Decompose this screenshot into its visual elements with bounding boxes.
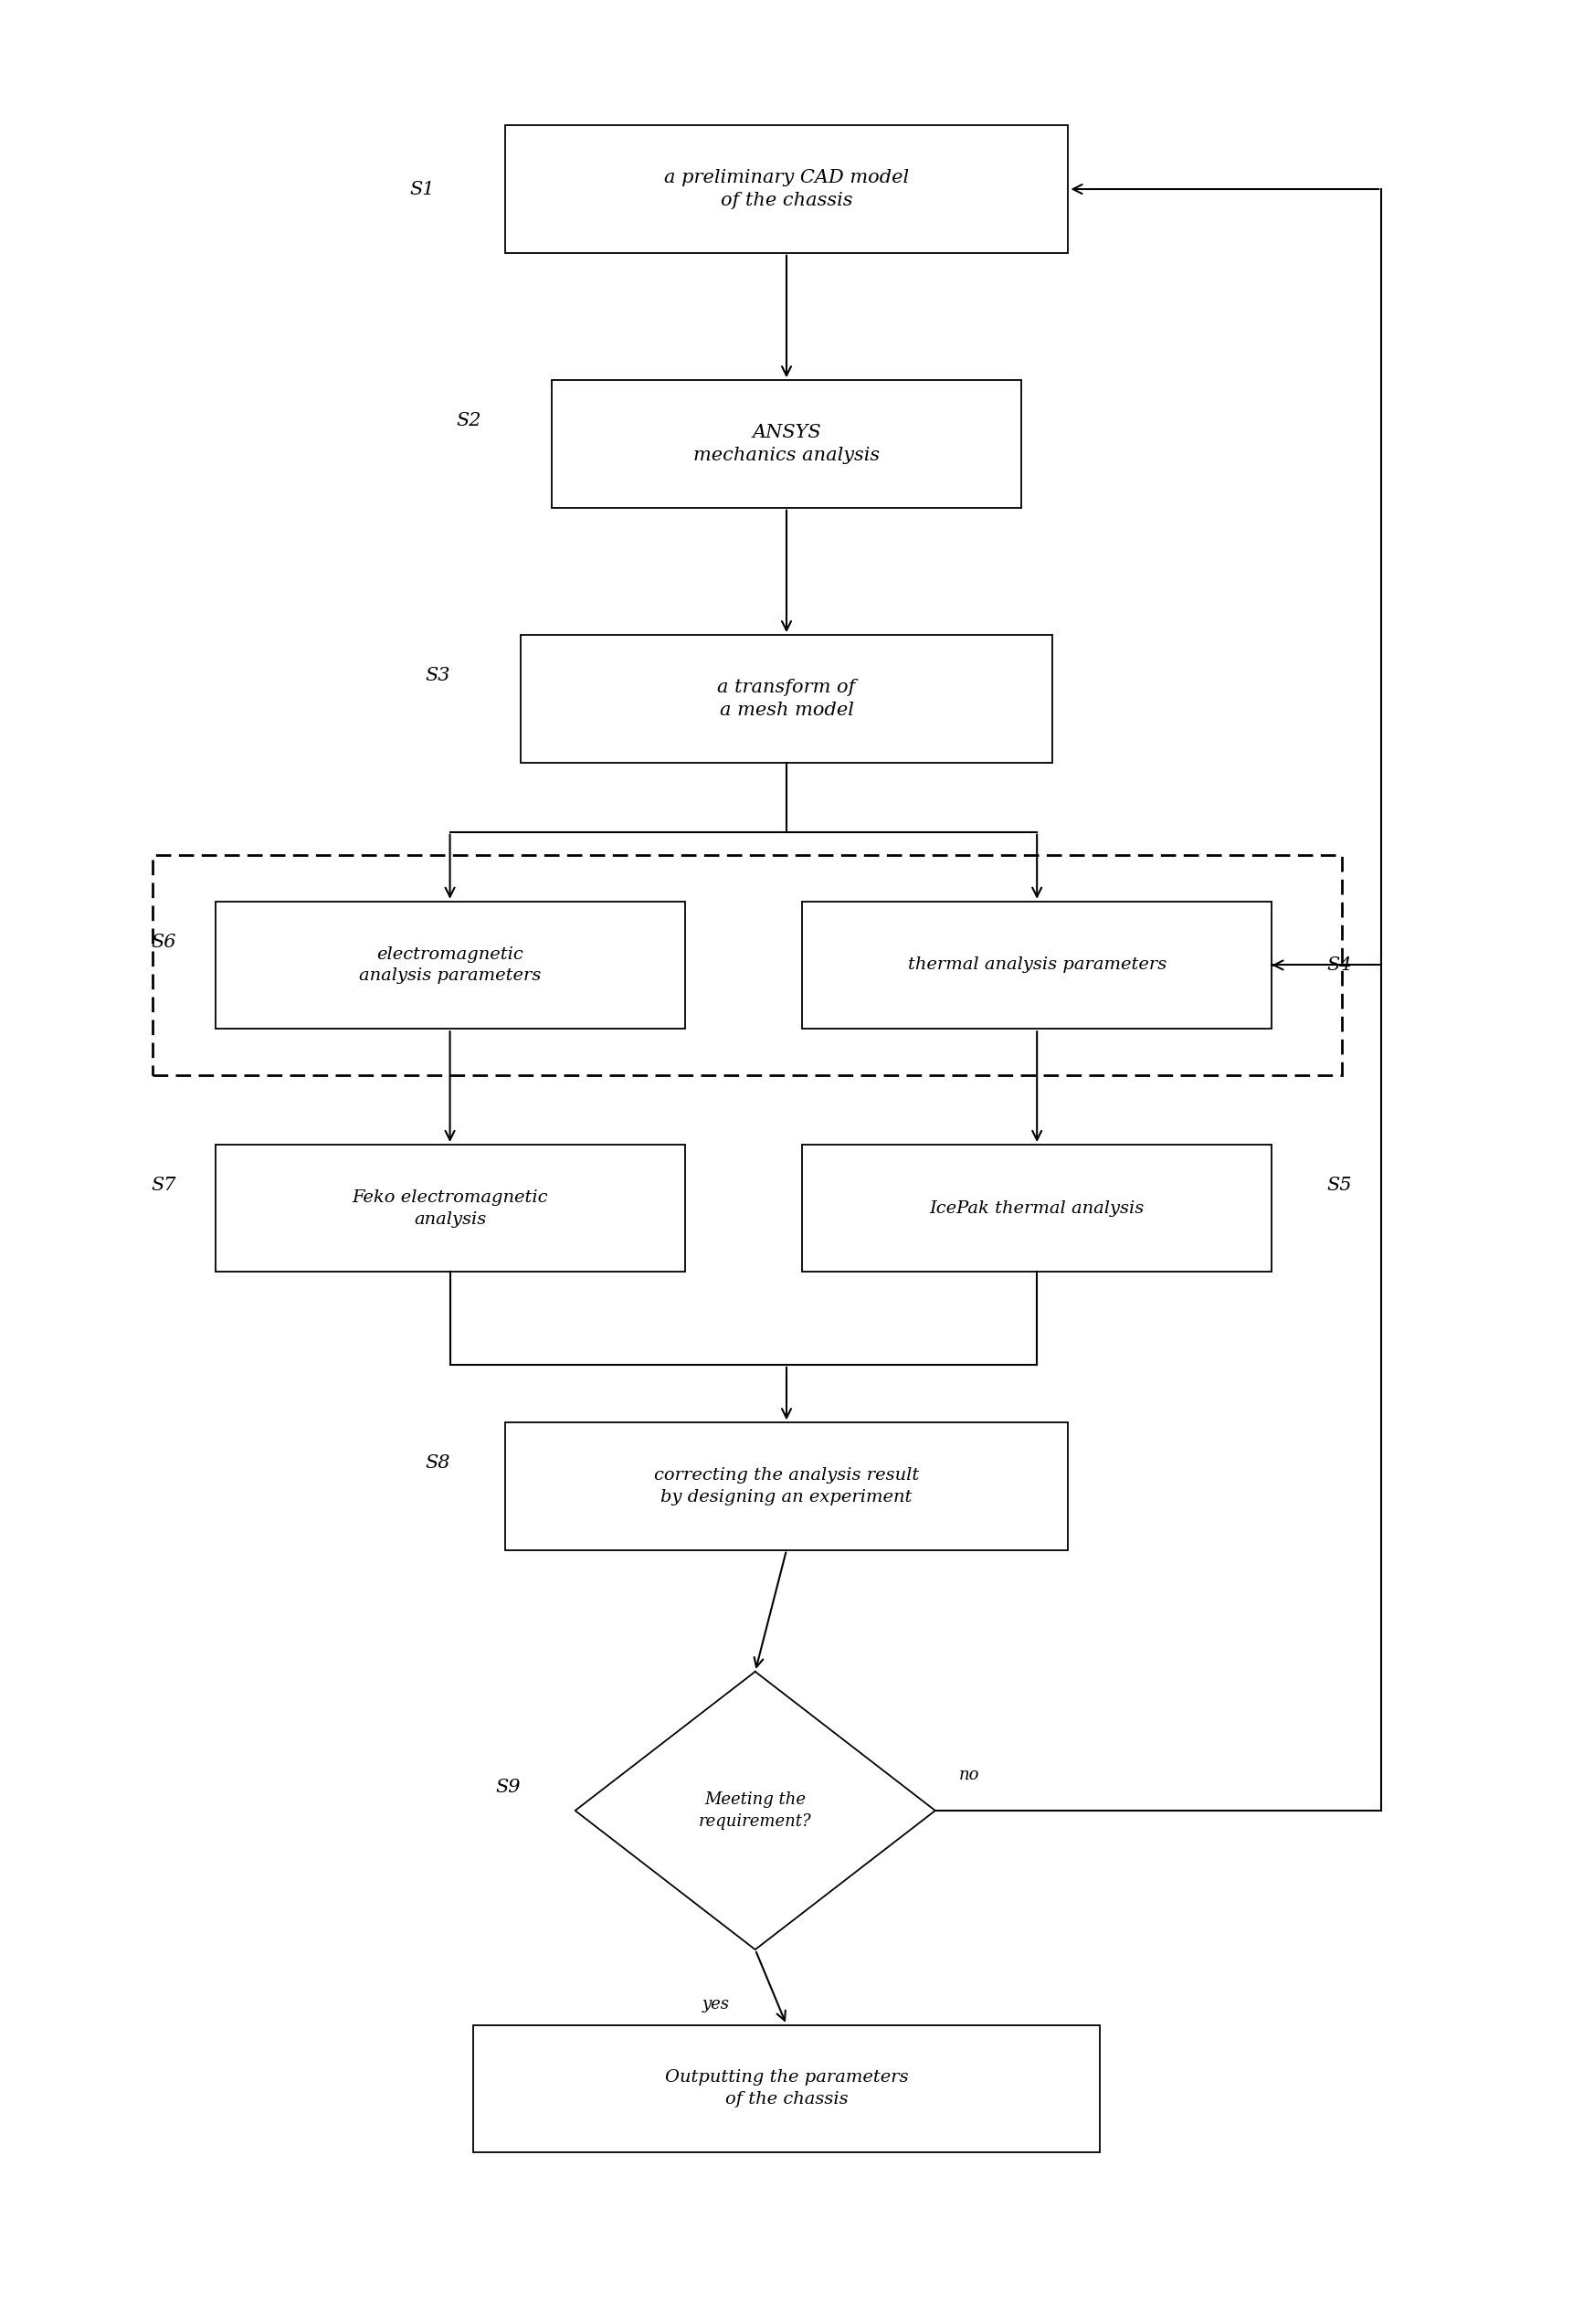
Text: S2: S2 xyxy=(456,411,481,430)
Text: S4: S4 xyxy=(1326,957,1351,974)
FancyBboxPatch shape xyxy=(802,1146,1271,1271)
Text: S5: S5 xyxy=(1326,1176,1351,1195)
FancyBboxPatch shape xyxy=(505,125,1068,253)
Text: S6: S6 xyxy=(151,934,176,951)
Text: S1: S1 xyxy=(409,181,434,198)
Text: a preliminary CAD model
of the chassis: a preliminary CAD model of the chassis xyxy=(664,170,909,209)
Text: Outputting the parameters
of the chassis: Outputting the parameters of the chassis xyxy=(665,2071,908,2108)
FancyBboxPatch shape xyxy=(552,381,1021,507)
Text: S8: S8 xyxy=(425,1455,450,1471)
Text: S3: S3 xyxy=(425,667,450,683)
Text: ANSYS
mechanics analysis: ANSYS mechanics analysis xyxy=(694,423,879,465)
Text: a transform of
a mesh model: a transform of a mesh model xyxy=(717,679,856,718)
FancyBboxPatch shape xyxy=(473,2024,1100,2152)
Text: S7: S7 xyxy=(151,1176,176,1195)
Text: Feko electromagnetic
analysis: Feko electromagnetic analysis xyxy=(352,1190,547,1227)
Text: thermal analysis parameters: thermal analysis parameters xyxy=(908,957,1166,974)
Text: electromagnetic
analysis parameters: electromagnetic analysis parameters xyxy=(359,946,541,983)
Text: no: no xyxy=(958,1766,980,1783)
FancyBboxPatch shape xyxy=(802,902,1271,1030)
Text: IcePak thermal analysis: IcePak thermal analysis xyxy=(930,1199,1145,1215)
FancyBboxPatch shape xyxy=(153,855,1342,1076)
FancyBboxPatch shape xyxy=(216,1146,684,1271)
Polygon shape xyxy=(576,1671,936,1950)
FancyBboxPatch shape xyxy=(505,1422,1068,1550)
Text: S9: S9 xyxy=(495,1778,521,1796)
FancyBboxPatch shape xyxy=(521,634,1052,762)
Text: correcting the analysis result
by designing an experiment: correcting the analysis result by design… xyxy=(654,1466,919,1506)
Text: yes: yes xyxy=(703,1996,730,2013)
Text: Meeting the
requirement?: Meeting the requirement? xyxy=(698,1792,812,1829)
FancyBboxPatch shape xyxy=(216,902,684,1030)
